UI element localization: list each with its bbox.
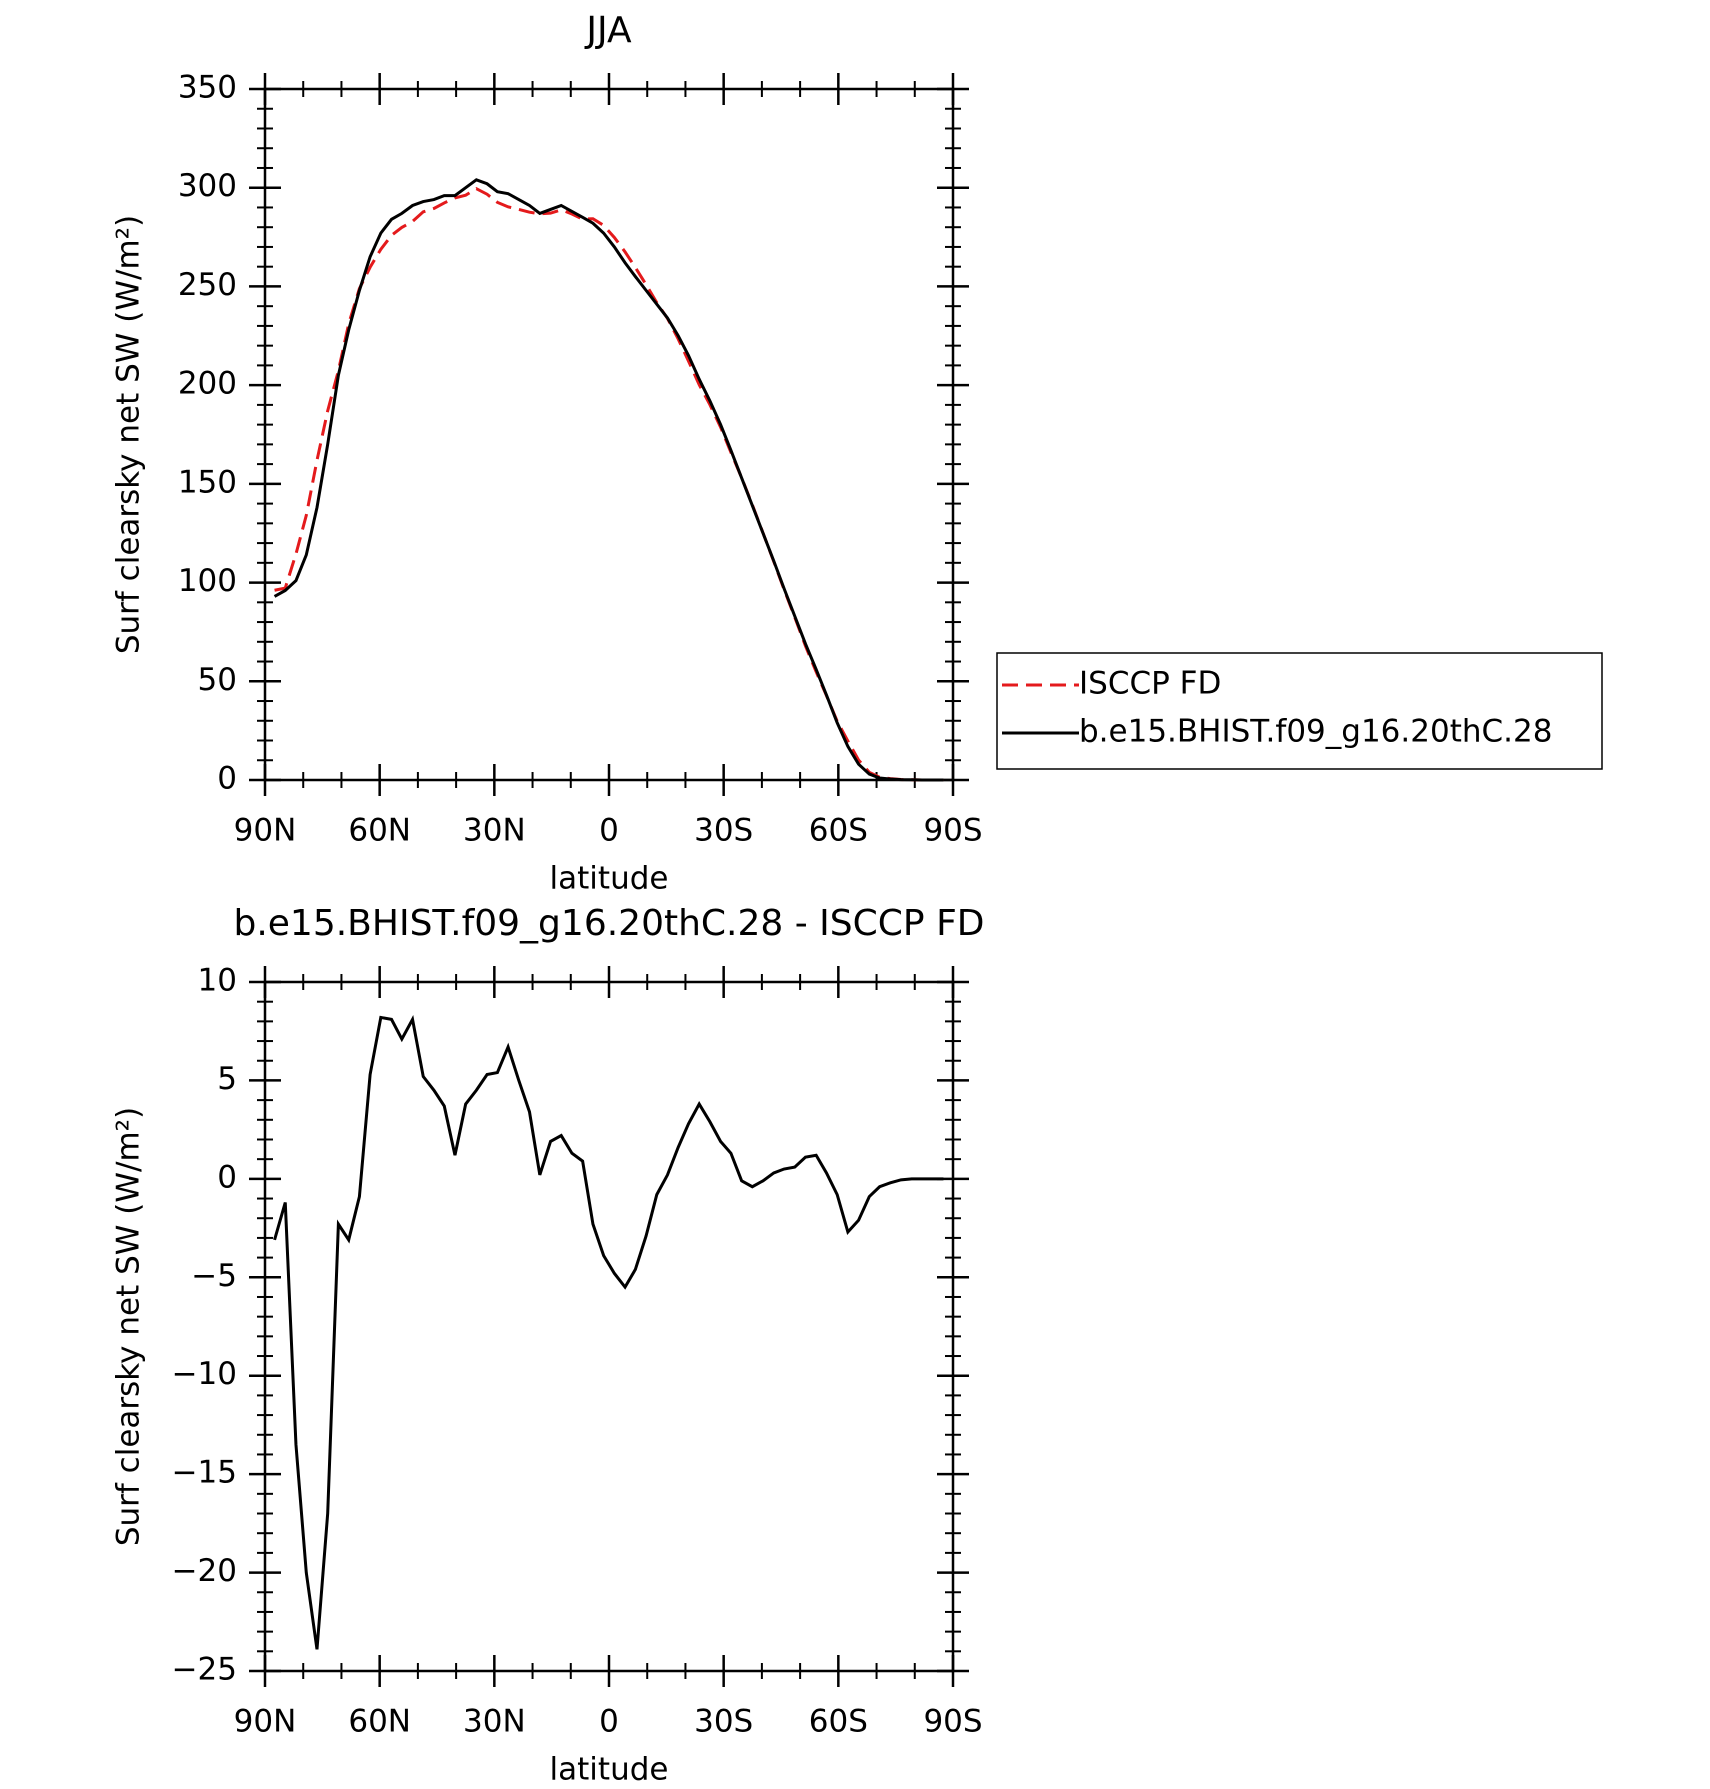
x-tick-label: 60N [348, 1704, 411, 1740]
x-tick-label: 0 [599, 1704, 619, 1740]
x-tick-label: 90N [234, 813, 297, 849]
y-axis-label: Surf clearsky net SW (W/m²) [111, 1107, 147, 1546]
x-axis-label: latitude [550, 1752, 669, 1788]
x-tick-label: 90S [923, 1704, 982, 1740]
legend-box [996, 652, 1603, 770]
y-tick-label: 10 [198, 963, 237, 999]
legend-label: b.e15.BHIST.f09_g16.20thC.28 [1079, 714, 1552, 750]
y-tick-label: 5 [217, 1061, 237, 1097]
y-tick-label: −10 [172, 1356, 237, 1392]
plot-frame [263, 87, 955, 782]
y-tick-label: −5 [191, 1258, 237, 1294]
y-tick-label: 0 [217, 761, 237, 797]
chart-title: JJA [584, 10, 632, 51]
x-tick-label: 30N [463, 1704, 526, 1740]
x-tick-label: 30N [463, 813, 526, 849]
y-tick-label: 150 [178, 464, 237, 500]
x-axis-label: latitude [550, 861, 669, 897]
y-tick-label: −15 [172, 1455, 237, 1491]
series-line [273, 178, 944, 782]
chart-title: b.e15.BHIST.f09_g16.20thC.28 - ISCCP FD [233, 903, 984, 944]
x-tick-label: 30S [694, 813, 753, 849]
y-tick-label: 100 [178, 563, 237, 599]
x-tick-label: 60S [809, 1704, 868, 1740]
x-tick-label: 0 [599, 813, 619, 849]
y-tick-label: 350 [178, 70, 237, 106]
series-line [274, 186, 944, 782]
x-tick-label: 30S [694, 1704, 753, 1740]
series-line [273, 1014, 944, 1650]
y-axis-label: Surf clearsky net SW (W/m²) [111, 215, 147, 654]
y-tick-label: 200 [178, 366, 237, 402]
x-tick-label: 60S [809, 813, 868, 849]
x-tick-label: 90N [234, 1704, 297, 1740]
y-tick-label: 300 [178, 168, 237, 204]
y-tick-label: −25 [172, 1652, 237, 1688]
y-tick-label: 250 [178, 267, 237, 303]
legend-label: ISCCP FD [1079, 666, 1221, 702]
y-tick-label: 0 [217, 1159, 237, 1195]
y-tick-label: 50 [198, 662, 237, 698]
x-tick-label: 60N [348, 813, 411, 849]
y-tick-label: −20 [172, 1553, 237, 1589]
x-tick-label: 90S [923, 813, 982, 849]
